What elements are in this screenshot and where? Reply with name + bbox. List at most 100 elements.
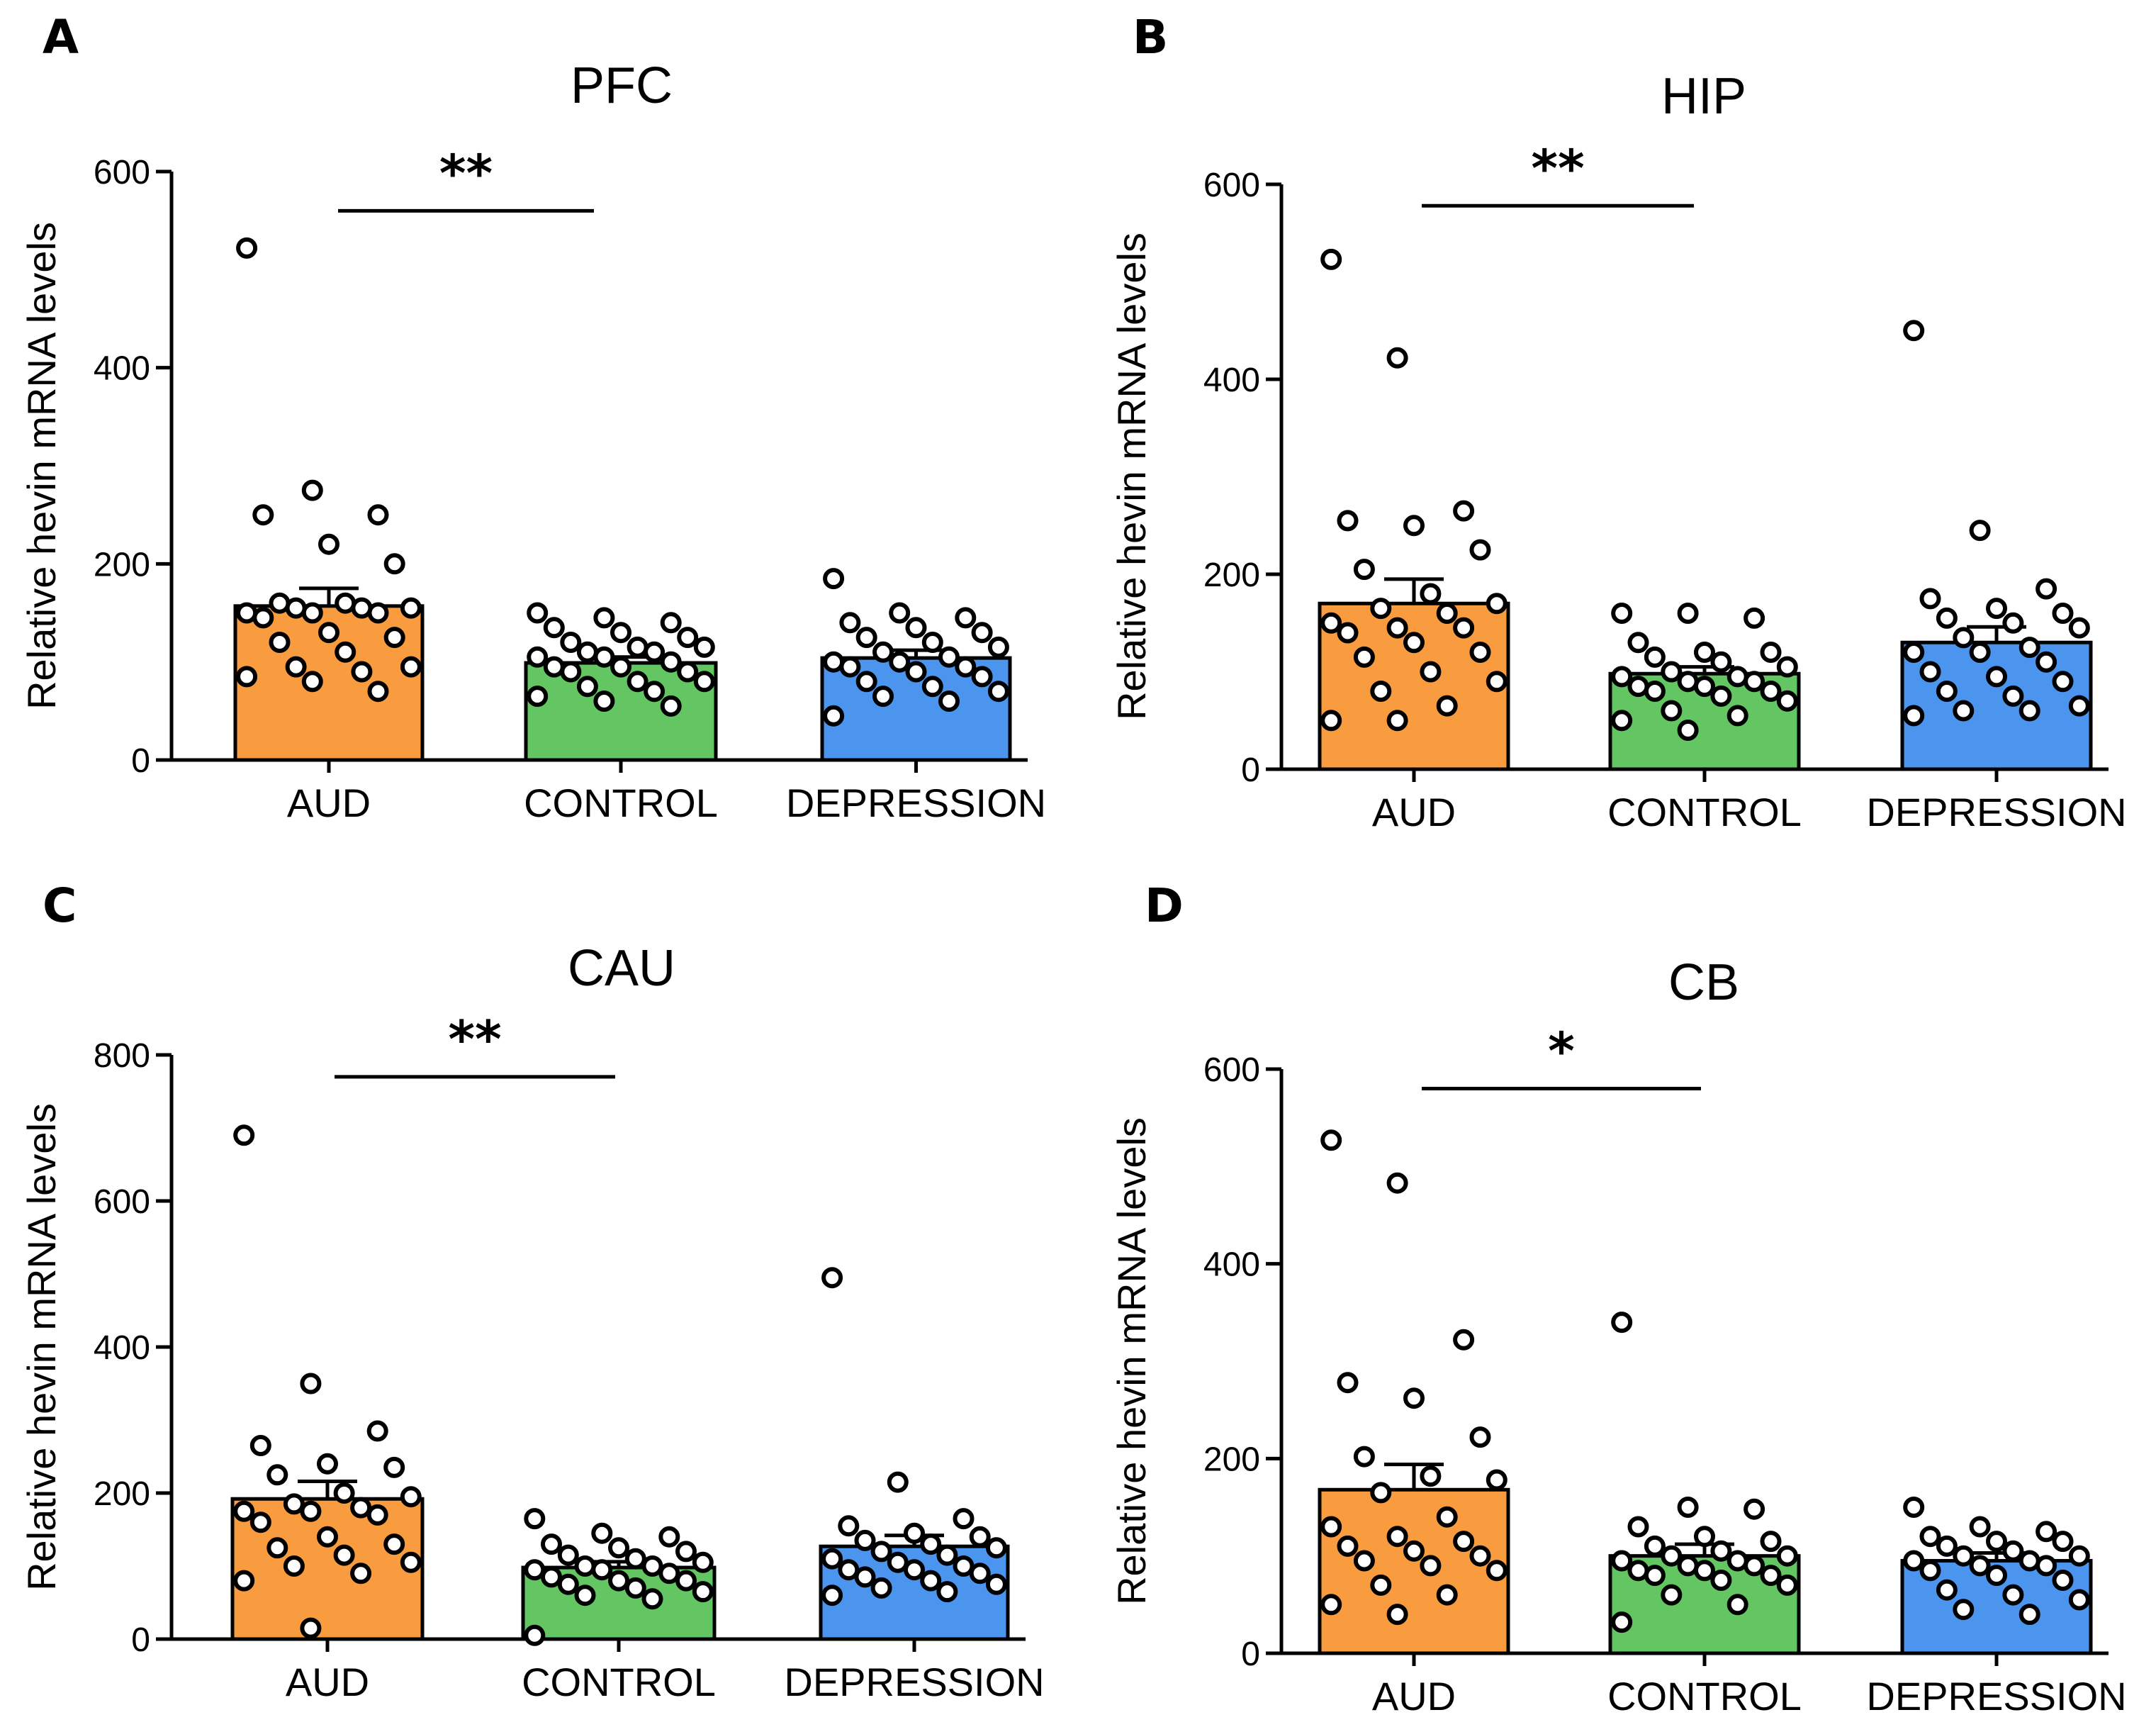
data-point — [300, 1500, 322, 1522]
chart-title: PFC — [571, 57, 673, 114]
data-point — [1986, 1531, 2007, 1553]
data-point — [1776, 690, 1798, 712]
data-point — [1727, 666, 1748, 688]
data-point — [969, 1526, 991, 1548]
data-point — [1744, 1498, 1765, 1520]
data-point — [1694, 676, 1715, 698]
data-point — [1386, 1526, 1408, 1548]
data-point — [644, 641, 666, 663]
data-point — [1710, 1570, 1732, 1591]
data-point — [2019, 700, 2040, 722]
data-point — [524, 1624, 546, 1646]
x-tick-label: AUD — [287, 781, 371, 825]
data-point — [1677, 1555, 1699, 1577]
data-point — [855, 627, 877, 649]
y-tick-label: 0 — [131, 742, 150, 780]
data-point — [367, 602, 389, 624]
data-point — [335, 641, 356, 663]
data-point — [1611, 1611, 1633, 1633]
data-point — [1611, 1312, 1633, 1334]
y-tick-label: 600 — [94, 154, 150, 191]
data-point — [1903, 642, 1925, 663]
data-point — [400, 656, 422, 678]
data-point — [527, 686, 549, 708]
data-point — [541, 1533, 562, 1555]
data-point — [249, 1511, 271, 1533]
data-point — [1677, 671, 1699, 693]
y-axis-label: Relative hevin mRNA levels — [1109, 1117, 1154, 1605]
data-point — [233, 1124, 255, 1146]
data-point — [285, 656, 307, 678]
data-point — [236, 237, 258, 259]
y-axis-label: Relative hevin mRNA levels — [1109, 233, 1154, 720]
data-point — [2068, 1589, 2090, 1611]
data-point — [904, 1559, 925, 1581]
data-point — [1953, 1599, 1975, 1621]
data-point — [1436, 603, 1458, 624]
chart-title: CB — [1668, 954, 1739, 1011]
data-point — [1744, 1555, 1765, 1577]
data-point — [839, 656, 861, 678]
y-tick-label: 400 — [94, 1329, 150, 1367]
data-point — [1386, 710, 1408, 732]
data-point — [1469, 1545, 1491, 1567]
data-point — [971, 666, 993, 688]
data-point — [318, 533, 339, 555]
data-point — [1453, 617, 1475, 639]
data-point — [1969, 642, 1991, 663]
data-point — [658, 1526, 680, 1548]
data-point — [1919, 1526, 1941, 1548]
data-point — [576, 641, 598, 663]
data-point — [1936, 1535, 1958, 1557]
y-tick-label: 200 — [94, 1475, 150, 1513]
data-point — [1969, 1516, 1991, 1538]
data-point — [1453, 500, 1475, 522]
data-point — [692, 1581, 714, 1603]
data-point — [1403, 632, 1425, 654]
data-point — [870, 1541, 892, 1563]
data-point — [1627, 676, 1649, 698]
data-point — [383, 1456, 405, 1478]
data-point — [2036, 1555, 2057, 1577]
data-point — [905, 661, 927, 683]
data-point — [624, 1548, 646, 1570]
data-point — [266, 1537, 288, 1559]
panel-d: D CB Relative hevin mRNA levels 0 200 400 600 A… — [1109, 878, 2127, 1718]
data-point — [2002, 685, 2024, 707]
data-point — [938, 646, 960, 668]
data-point — [1486, 1560, 1507, 1582]
y-tick-label: 200 — [94, 546, 150, 583]
data-point — [1903, 1550, 1925, 1572]
x-tick-label: CONTROL — [522, 1660, 716, 1704]
data-point — [383, 553, 405, 575]
data-point — [1627, 1560, 1649, 1582]
data-point — [1337, 1372, 1359, 1394]
data-point — [300, 1617, 322, 1639]
data-point — [1953, 627, 1975, 649]
data-point — [574, 1555, 596, 1577]
data-point — [1744, 607, 1765, 629]
data-point — [1469, 1426, 1491, 1448]
data-point — [627, 636, 649, 658]
data-point — [283, 1493, 305, 1515]
data-point — [985, 1573, 1007, 1595]
data-point — [1436, 1506, 1458, 1528]
data-point — [1337, 1535, 1359, 1557]
data-point — [2036, 578, 2057, 600]
data-point — [593, 646, 615, 668]
y-tick-label: 600 — [94, 1183, 150, 1221]
data-point — [823, 705, 845, 727]
data-point — [2019, 1550, 2040, 1572]
data-point — [1936, 607, 1958, 629]
data-point — [1320, 710, 1342, 732]
data-point — [610, 622, 631, 644]
data-point — [1936, 1579, 1958, 1601]
data-point — [1727, 705, 1748, 727]
data-point — [2036, 1521, 2057, 1543]
data-point — [936, 1544, 958, 1566]
data-point — [660, 695, 682, 717]
panel-a: A PFC Relative hevin mRNA levels 0 200 400 600… — [19, 10, 1046, 825]
data-point — [936, 1581, 958, 1603]
data-point — [624, 1577, 646, 1599]
data-point — [1403, 515, 1425, 537]
